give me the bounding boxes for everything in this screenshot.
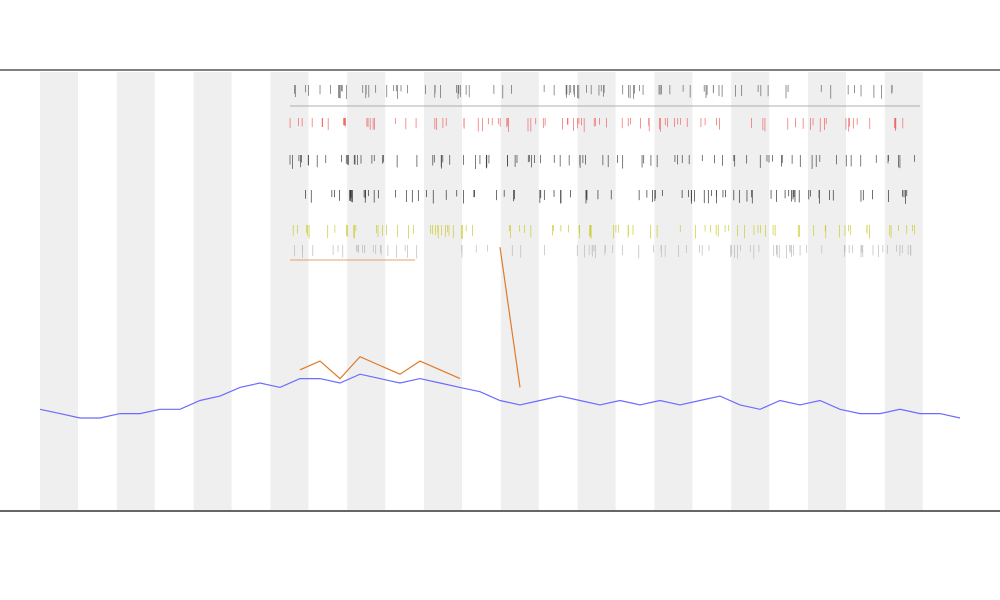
band — [40, 72, 78, 510]
band — [270, 72, 309, 510]
band — [654, 72, 693, 510]
band — [193, 72, 232, 510]
series-line — [39, 373, 961, 419]
band — [347, 72, 386, 510]
band — [116, 72, 155, 510]
band — [884, 72, 923, 510]
band — [731, 72, 770, 510]
band — [424, 72, 462, 510]
band — [577, 72, 616, 510]
series-line — [299, 247, 521, 388]
background-bands — [40, 72, 923, 510]
band — [808, 72, 846, 510]
band — [500, 72, 539, 510]
